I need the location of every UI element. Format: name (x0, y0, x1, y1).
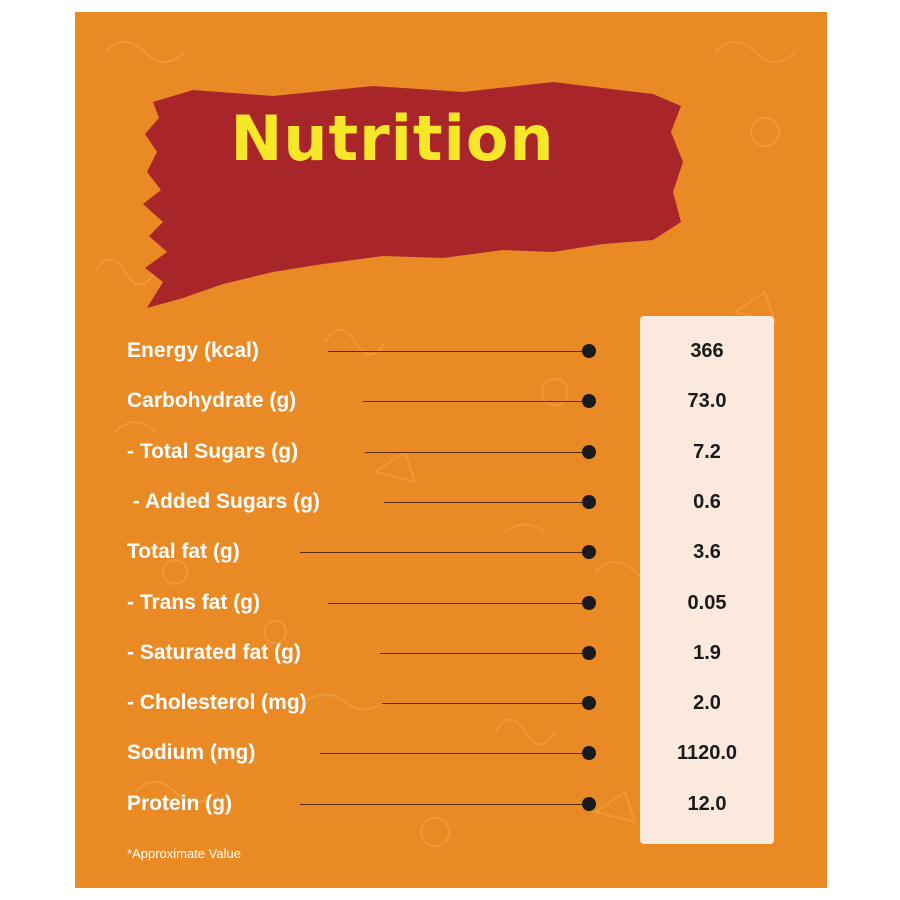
nutrient-value: 2.0 (693, 692, 721, 715)
nutrition-row: - Cholesterol (mg) 2.0 (0, 683, 900, 723)
nutrition-row: - Added Sugars (g) 0.6 (0, 482, 900, 522)
nutrient-value: 366 (690, 340, 724, 362)
nutrition-row: Protein (g) 12.0 (0, 784, 900, 824)
nutrition-row: Total fat (g) 3.6 (0, 532, 900, 572)
leader-dot (582, 746, 596, 761)
nutrient-label: Energy (kcal) (127, 339, 259, 362)
leader-dot (582, 545, 596, 560)
leader-line (300, 803, 584, 805)
nutrient-label: - Cholesterol (mg) (127, 691, 307, 715)
leader-line (300, 552, 584, 554)
nutrition-row: - Saturated fat (g) 1.9 (0, 633, 900, 673)
leader-line (380, 652, 584, 654)
nutrient-value: 3.6 (693, 541, 721, 564)
nutrient-label: - Total Sugars (g) (127, 439, 299, 463)
footnote: *Approximate Value (127, 846, 241, 861)
nutrient-value: 0.6 (693, 490, 721, 513)
nutrient-value: 7.2 (693, 440, 721, 463)
nutrient-value: 73.0 (687, 390, 727, 413)
leader-dot (582, 444, 596, 459)
nutrient-label: - Trans fat (g) (127, 590, 261, 614)
nutrition-row: Sodium (mg) 1120.0 (0, 733, 900, 773)
nutrient-value: 1120.0 (676, 742, 738, 765)
page-title: Nutrition (230, 102, 555, 175)
title-container: Nutrition (180, 102, 680, 175)
nutrient-label: - Saturated fat (g) (127, 640, 301, 664)
nutrient-label: Total fat (g) (127, 540, 240, 564)
leader-line (363, 401, 584, 403)
leader-line (328, 351, 584, 352)
leader-dot (582, 344, 596, 358)
nutrient-label: - Added Sugars (g) (127, 489, 320, 513)
nutrient-label: Sodium (mg) (127, 741, 256, 765)
nutrition-row: - Trans fat (g) 0.05 (0, 583, 900, 623)
nutrient-value: 1.9 (693, 641, 721, 664)
leader-line (320, 753, 584, 755)
nutrition-row: - Total Sugars (g) 7.2 (0, 432, 900, 472)
nutrient-label: Protein (g) (127, 791, 232, 815)
values-column-box (640, 316, 774, 844)
leader-dot (582, 696, 596, 711)
leader-dot (582, 595, 596, 610)
nutrition-panel (75, 12, 827, 888)
nutrition-row: Energy (kcal) 366 (0, 331, 900, 371)
nutrition-row: Carbohydrate (g) 73.0 (0, 381, 900, 421)
nutrient-label: Carbohydrate (g) (127, 389, 297, 413)
leader-dot (582, 645, 596, 660)
leader-dot (582, 394, 596, 409)
leader-line (365, 451, 584, 453)
leader-line (382, 703, 584, 705)
nutrient-value: 12.0 (687, 792, 727, 815)
leader-dot (582, 494, 596, 509)
leader-dot (582, 796, 596, 811)
leader-line (328, 602, 584, 604)
leader-line (384, 501, 584, 503)
nutrient-value: 0.05 (687, 591, 727, 614)
red-brush-banner (143, 82, 683, 308)
